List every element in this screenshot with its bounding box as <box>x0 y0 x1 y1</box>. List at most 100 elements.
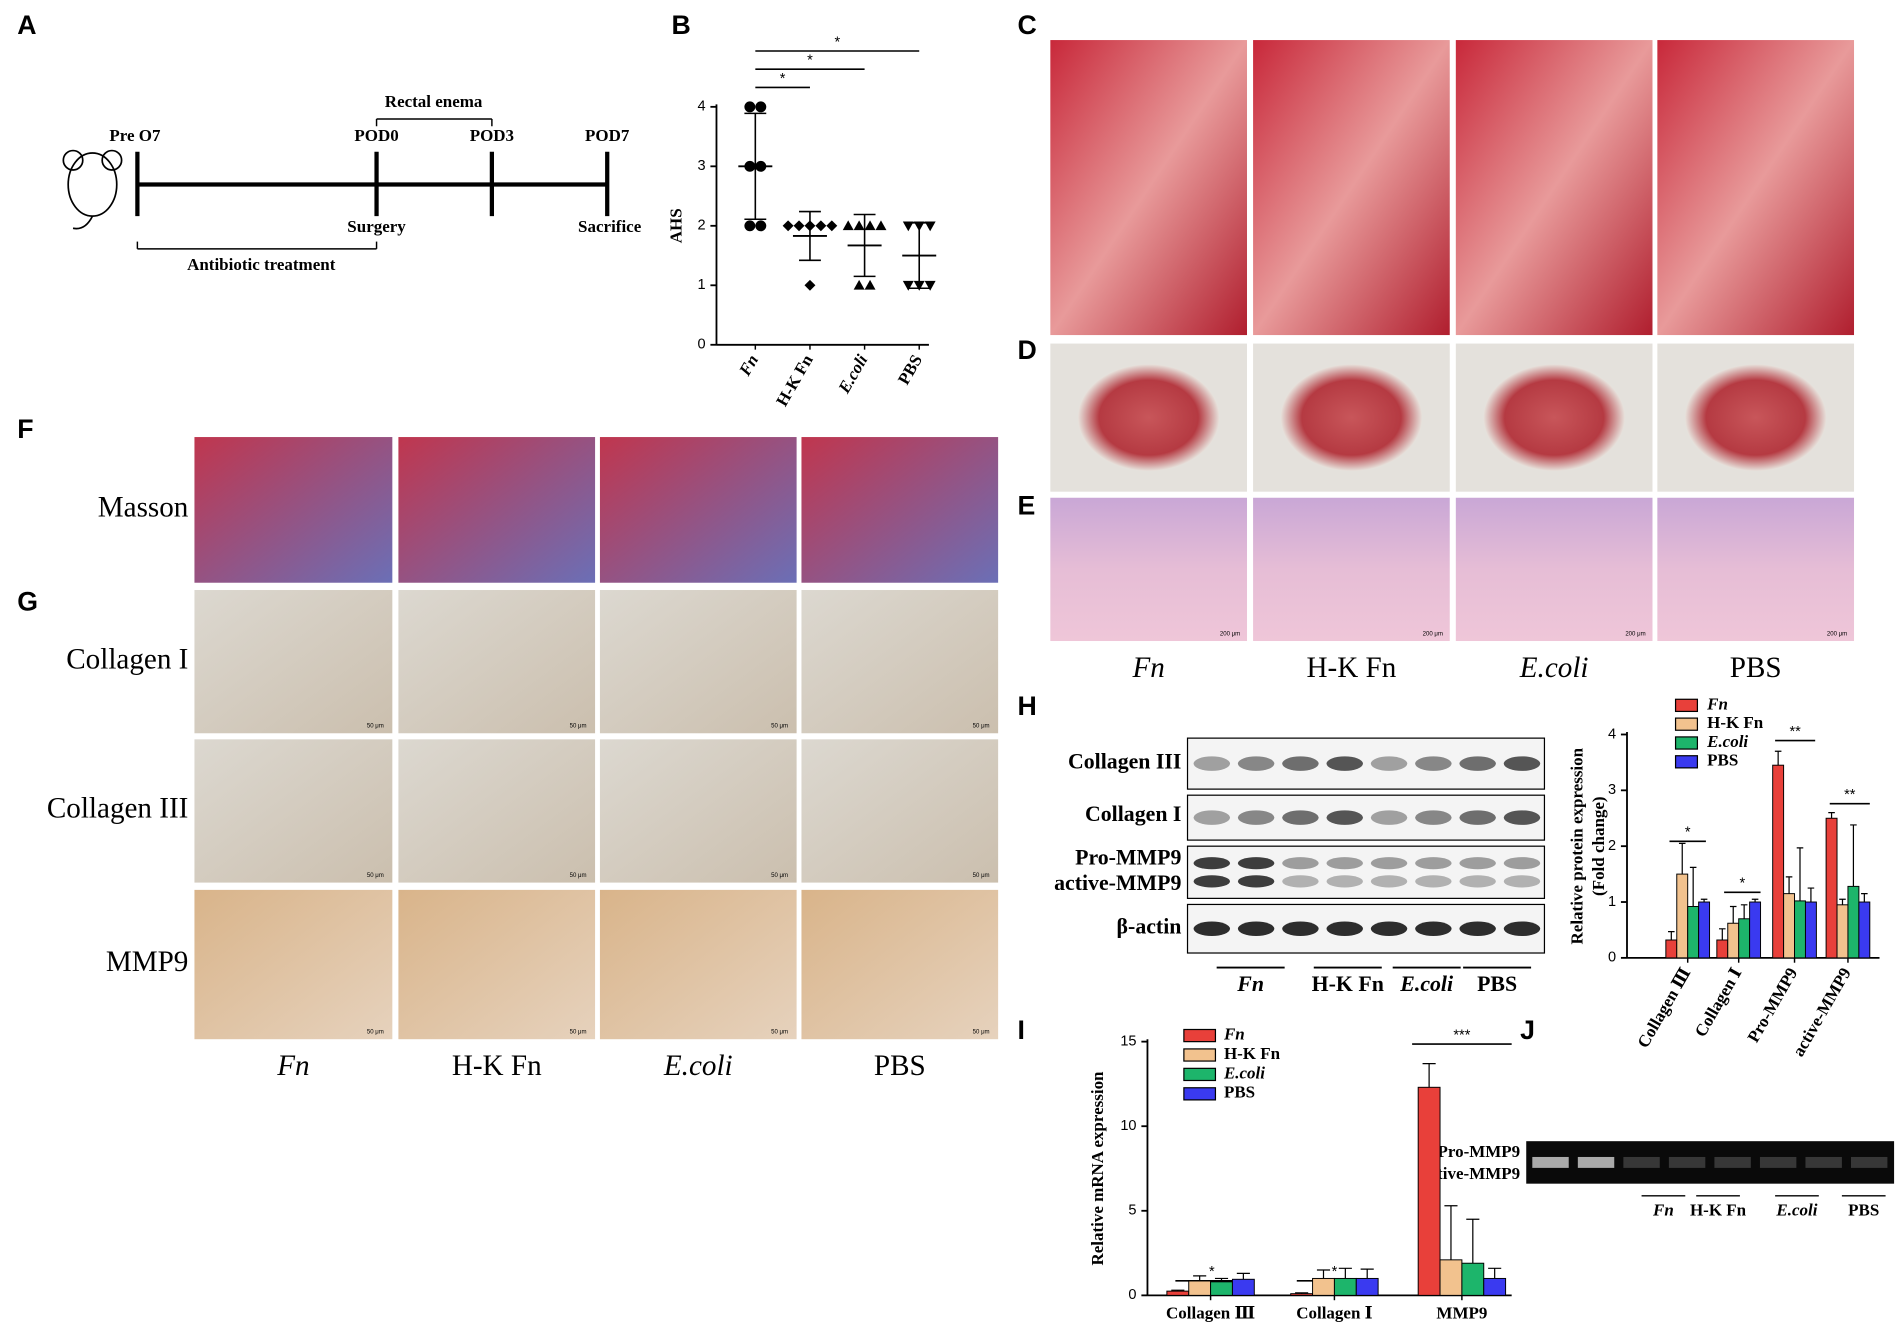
blot-band <box>1282 875 1319 888</box>
x-tick-label: E.coli <box>834 351 872 397</box>
panel-letter: I <box>1018 1015 1025 1045</box>
legend-label: H-K Fn <box>1224 1044 1281 1063</box>
error-bar <box>1466 1218 1480 1264</box>
zymo-label: Pro-MMP9 <box>1437 1142 1520 1161</box>
significance-label: ** <box>1789 724 1801 740</box>
data-point <box>864 220 876 231</box>
y-axis-label: Relative protein expression <box>1567 747 1586 944</box>
lane-group-label: PBS <box>1848 1201 1879 1220</box>
x-tick-label: Collagen Ⅲ <box>1634 964 1695 1051</box>
stain-photo <box>194 590 393 734</box>
error-bar <box>1700 898 1708 903</box>
panel-letter: D <box>1018 335 1037 365</box>
error-bar <box>1796 847 1804 901</box>
data-point <box>902 280 914 291</box>
stain-label: Masson <box>98 492 189 524</box>
blot-band <box>1370 857 1408 870</box>
legend-label: H-K Fn <box>1707 713 1764 732</box>
error-bar <box>1678 842 1686 875</box>
bar <box>1716 939 1729 959</box>
timeline-point: POD7 <box>585 126 630 145</box>
bar <box>1210 1281 1233 1296</box>
timeline-point: Pre O7 <box>109 126 161 145</box>
blot-label: Collagen I <box>1085 802 1181 826</box>
blot-band <box>1415 921 1452 937</box>
specimen-photo <box>1483 364 1625 472</box>
y-tick-label: 4 <box>1608 726 1616 742</box>
bar <box>1483 1277 1507 1296</box>
timeline-point: POD3 <box>470 126 514 145</box>
blot-band <box>1415 810 1452 825</box>
data-point <box>864 279 876 290</box>
stain-label: MMP9 <box>106 946 189 978</box>
error-bar <box>1807 887 1815 903</box>
error-bar <box>908 222 931 290</box>
significance-label: *** <box>1453 1027 1470 1043</box>
legend-swatch <box>1674 736 1699 750</box>
error-bar <box>1785 876 1793 894</box>
error-bar <box>1689 866 1697 907</box>
group-label: H-K Fn <box>1307 652 1397 684</box>
bar <box>1836 904 1849 959</box>
significance-label: * <box>834 34 840 50</box>
blot-band <box>1459 756 1496 771</box>
bar <box>1439 1259 1463 1296</box>
blot-band <box>1503 810 1541 825</box>
stain-photo <box>398 739 596 883</box>
y-tick-label: 10 <box>1120 1118 1136 1134</box>
blot-band <box>1503 857 1541 870</box>
bar <box>1188 1280 1212 1296</box>
error-bar <box>1729 905 1737 924</box>
panel-letter: A <box>17 10 36 40</box>
timeline-label: Rectal enema <box>385 92 483 111</box>
legend-swatch <box>1183 1087 1217 1101</box>
panel-letter: F <box>17 414 33 444</box>
scale-bar-label: 200 μm <box>1827 631 1847 637</box>
bar <box>1794 900 1806 959</box>
group-label: E.coli <box>663 1050 733 1082</box>
timeline-label: Antibiotic treatment <box>187 255 336 274</box>
bar <box>1825 817 1838 959</box>
scale-bar-label: 200 μm <box>1423 631 1443 637</box>
y-tick-label: 0 <box>1128 1287 1136 1303</box>
significance-label: * <box>1209 1264 1215 1280</box>
blot-band <box>1326 875 1363 888</box>
data-point <box>853 279 865 290</box>
blot-band <box>1326 921 1363 937</box>
data-point <box>744 220 756 232</box>
y-tick-label: 2 <box>1608 838 1616 854</box>
zymo-band <box>1532 1156 1569 1168</box>
scale-bar-label: 50 μm <box>367 873 384 879</box>
scale-bar-label: 50 μm <box>771 724 788 730</box>
x-tick-label: Pro-MMP9 <box>1744 964 1802 1045</box>
legend-label: PBS <box>1224 1083 1255 1102</box>
scale-bar-label: 200 μm <box>1220 631 1240 637</box>
data-point <box>804 279 816 291</box>
he-photo <box>1050 497 1248 642</box>
panel-letter: G <box>17 586 38 616</box>
mouse-icon <box>62 149 123 230</box>
stain-photo <box>599 437 797 583</box>
error-bar <box>799 210 821 262</box>
error-bar <box>1171 1289 1185 1292</box>
scale-bar-label: 50 μm <box>367 724 384 730</box>
timeline-label: Sacrifice <box>578 217 642 236</box>
blot-band <box>1193 857 1231 870</box>
y-tick-label: 15 <box>1120 1033 1136 1049</box>
stain-photo <box>398 590 596 734</box>
scale-bar-label: 50 μm <box>570 724 587 730</box>
error-bar <box>1751 898 1759 903</box>
legend-swatch <box>1674 717 1699 731</box>
lane-group-label: Fn <box>1652 1201 1674 1220</box>
legend-swatch <box>1183 1067 1217 1082</box>
bar <box>1804 901 1817 959</box>
significance-label: * <box>807 53 813 69</box>
data-point <box>924 280 936 291</box>
blot-band <box>1326 810 1363 825</box>
surgery-photo <box>1253 40 1450 336</box>
lane-group-label: E.coli <box>1775 1201 1817 1220</box>
data-point <box>924 221 936 232</box>
bar <box>1738 918 1751 959</box>
x-tick-label: PBS <box>894 351 926 387</box>
